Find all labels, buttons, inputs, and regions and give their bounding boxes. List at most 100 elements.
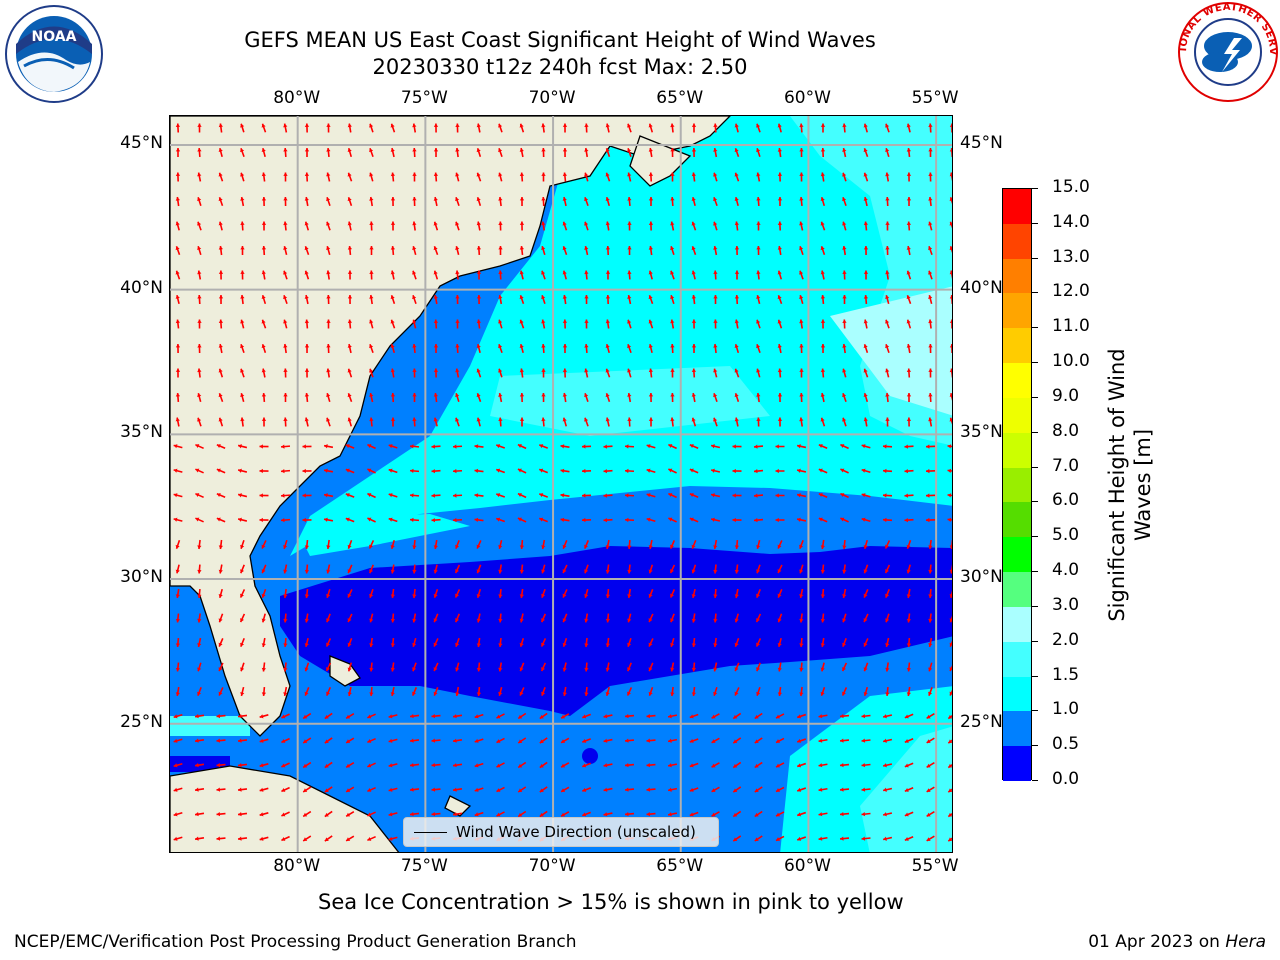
wave-direction-arrow (498, 637, 503, 648)
wave-direction-arrow (670, 417, 675, 427)
wave-direction-arrow (541, 343, 546, 354)
wave-direction-arrow (283, 245, 288, 256)
wave-direction-arrow (218, 147, 223, 158)
wave-direction-arrow (667, 714, 678, 719)
wave-direction-arrow (283, 417, 288, 427)
wave-direction-arrow (175, 539, 181, 550)
wave-direction-arrow (369, 392, 374, 403)
wave-direction-arrow (670, 172, 675, 182)
wave-direction-arrow (412, 123, 417, 133)
wave-direction-arrow (218, 368, 224, 378)
wave-direction-arrow (754, 835, 763, 842)
wave-direction-arrow (519, 368, 524, 378)
wave-direction-arrow (882, 714, 893, 719)
wave-direction-arrow (627, 221, 632, 231)
wave-direction-arrow (734, 417, 739, 427)
wave-direction-arrow (367, 468, 376, 474)
colorbar-tick-label: 5.0 (1052, 525, 1080, 546)
wave-direction-arrow (842, 221, 847, 231)
wave-direction-arrow (562, 613, 568, 623)
wave-direction-arrow (412, 539, 417, 550)
colorbar-tick (1032, 431, 1038, 433)
wave-direction-arrow (799, 245, 804, 256)
wave-direction-arrow (799, 343, 804, 354)
wave-direction-arrow (928, 662, 933, 672)
wave-direction-arrow (216, 811, 226, 817)
wave-direction-arrow (734, 687, 740, 696)
wave-direction-arrow (777, 392, 783, 403)
wave-direction-arrow (390, 221, 396, 231)
wave-direction-arrow (369, 294, 374, 305)
wave-direction-arrow (433, 147, 439, 158)
wave-direction-arrow (885, 637, 890, 648)
wave-direction-arrow (713, 417, 718, 427)
wave-direction-arrow (433, 687, 439, 696)
wave-direction-arrow (197, 123, 202, 133)
wave-direction-arrow (560, 517, 570, 522)
wave-direction-arrow (175, 686, 180, 697)
wave-direction-arrow (842, 123, 847, 133)
wave-direction-arrow (925, 517, 936, 523)
wave-direction-arrow (753, 517, 764, 523)
wave-direction-arrow (713, 539, 718, 550)
wave-direction-arrow (906, 319, 912, 329)
wave-direction-arrow (713, 221, 718, 231)
wave-direction-arrow (710, 468, 721, 473)
wave-direction-arrow (283, 368, 288, 378)
wave-direction-arrow (173, 738, 183, 743)
wave-direction-arrow (947, 739, 952, 744)
axis-tick-label: 55°W (911, 88, 959, 108)
wave-direction-arrow (648, 392, 654, 403)
wave-direction-arrow (584, 196, 589, 207)
wave-direction-arrow (281, 713, 290, 719)
wave-direction-arrow (302, 468, 312, 474)
wave-direction-arrow (390, 294, 396, 305)
wave-direction-arrow (560, 493, 570, 498)
wave-direction-arrow (302, 761, 312, 769)
wave-direction-arrow (175, 417, 180, 427)
wave-direction-arrow (517, 737, 527, 744)
wave-direction-arrow (390, 245, 396, 256)
wind-wave-arrows (173, 123, 952, 842)
wave-direction-arrow (173, 836, 183, 841)
wave-direction-arrow (498, 392, 503, 403)
wave-direction-arrow (304, 637, 309, 648)
wave-direction-arrow (283, 147, 288, 158)
wave-direction-arrow (261, 637, 266, 648)
axis-tick-label: 35°N (960, 422, 1003, 443)
wave-direction-arrow (476, 221, 481, 231)
wave-direction-arrow (324, 737, 333, 744)
wave-direction-arrow (648, 294, 654, 305)
wave-direction-arrow (388, 517, 398, 523)
colorbar-tick-label: 13.0 (1052, 246, 1090, 267)
wave-direction-arrow (626, 687, 633, 696)
wave-direction-arrow (517, 810, 527, 818)
colorbar-bin (1003, 189, 1031, 224)
wave-direction-arrow (713, 147, 718, 158)
wave-direction-arrow (756, 245, 761, 256)
wave-direction-arrow (842, 613, 847, 623)
wave-direction-arrow (885, 294, 890, 305)
wave-direction-arrow (605, 539, 610, 550)
wave-direction-arrow (627, 392, 632, 403)
wave-direction-arrow (820, 662, 825, 672)
wave-direction-arrow (906, 662, 912, 672)
wave-direction-arrow (842, 294, 847, 305)
wave-direction-arrow (562, 123, 568, 133)
wave-direction-arrow (691, 147, 697, 158)
wave-direction-arrow (840, 443, 849, 450)
wave-direction-arrow (304, 417, 309, 427)
wave-direction-arrow (540, 662, 547, 672)
wave-direction-arrow (218, 221, 223, 231)
wave-direction-arrow (648, 613, 654, 623)
wave-direction-arrow (326, 245, 331, 256)
wave-direction-arrow (949, 123, 952, 133)
wave-direction-arrow (539, 761, 548, 769)
wave-direction-arrow (732, 810, 742, 818)
wave-direction-arrow (670, 343, 675, 354)
wave-direction-arrow (175, 662, 181, 672)
wave-direction-arrow (928, 687, 933, 696)
wave-direction-arrow (713, 392, 718, 403)
wave-direction-arrow (347, 539, 353, 550)
wave-direction-arrow (390, 539, 395, 550)
